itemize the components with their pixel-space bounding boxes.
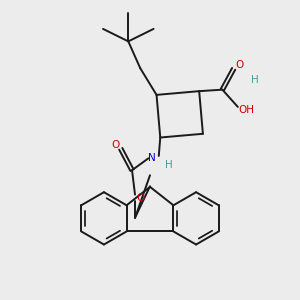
Text: O: O <box>111 140 119 150</box>
Text: H: H <box>251 75 259 85</box>
Text: H: H <box>165 160 173 170</box>
Text: N: N <box>148 153 156 163</box>
Text: O: O <box>137 193 145 202</box>
Text: OH: OH <box>238 105 254 115</box>
Text: O: O <box>235 60 243 70</box>
